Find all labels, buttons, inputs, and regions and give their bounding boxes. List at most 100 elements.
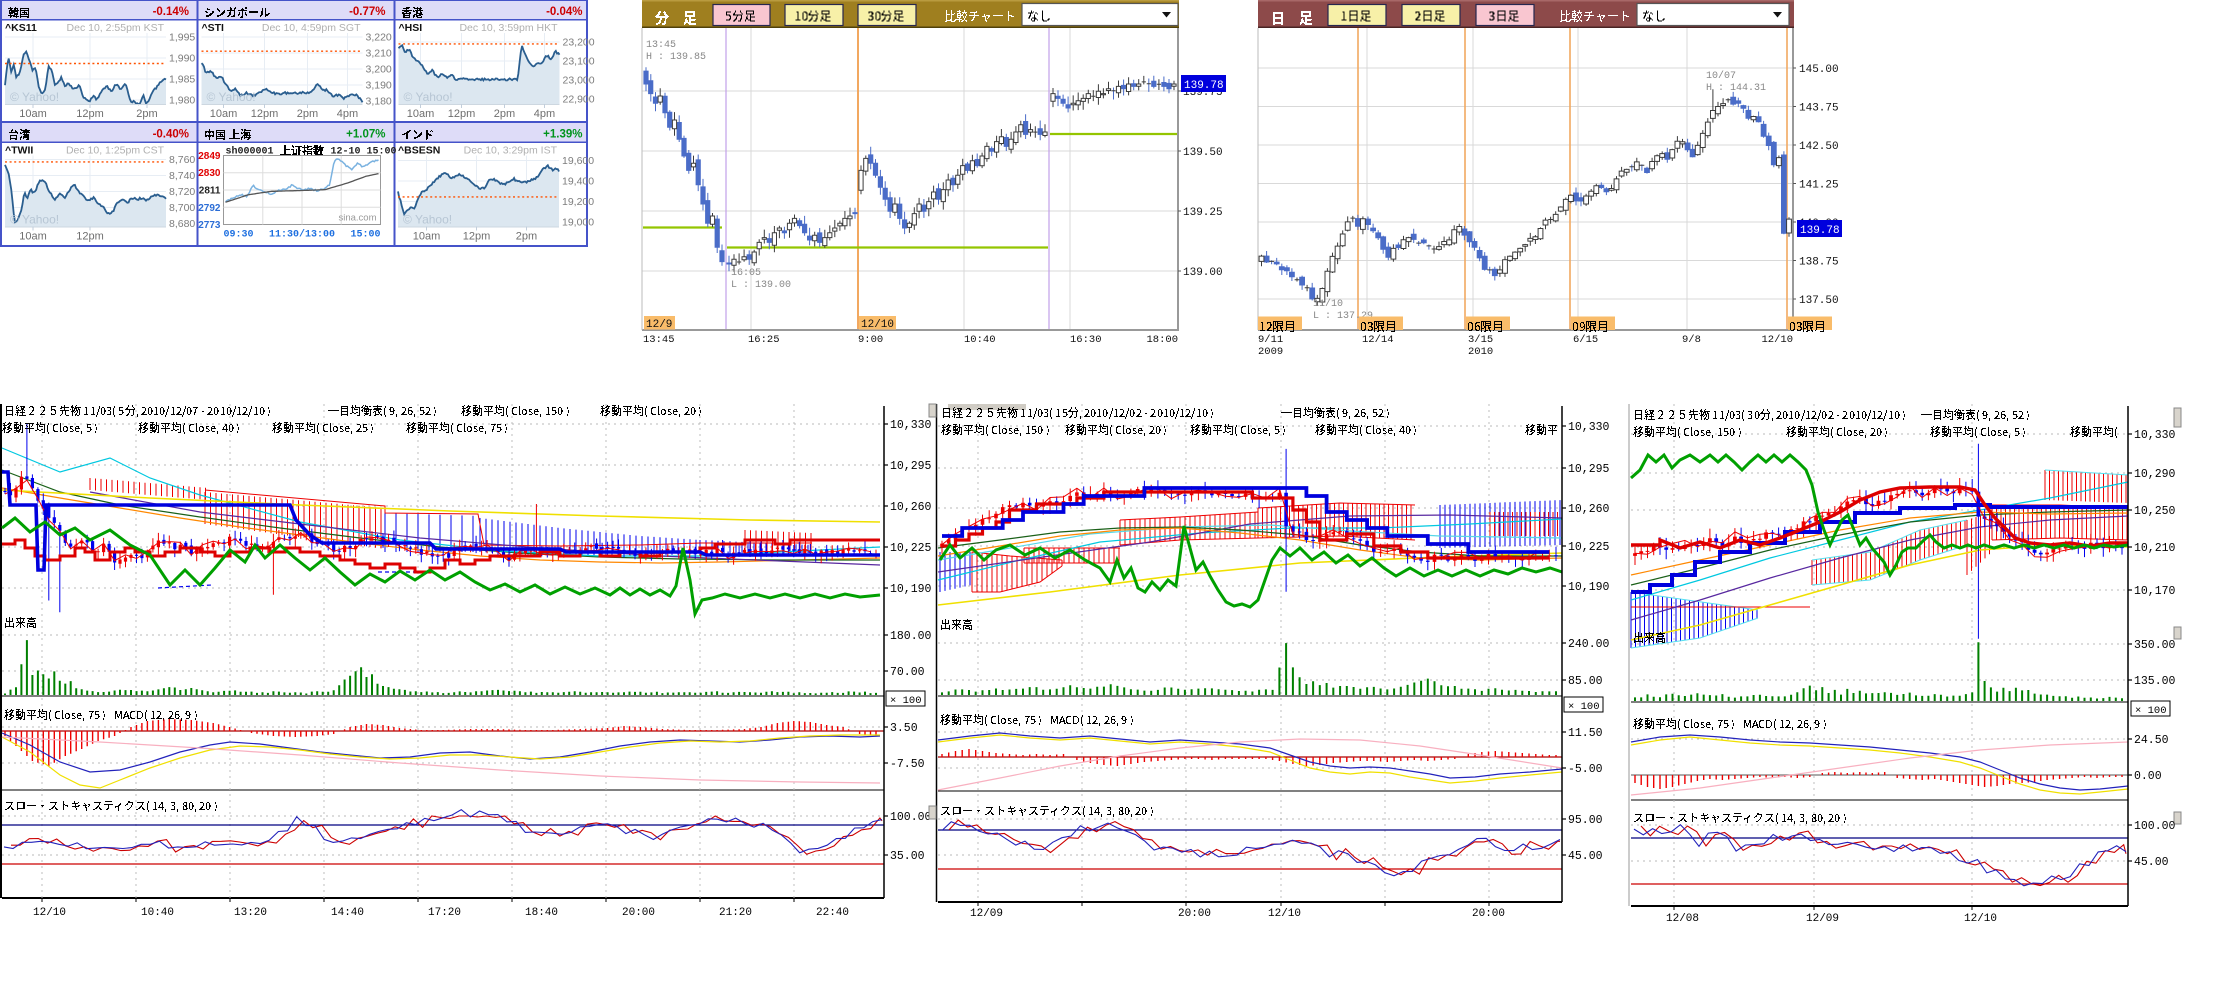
svg-text:^STI: ^STI: [202, 22, 225, 34]
svg-text:12/09: 12/09: [970, 908, 1003, 920]
svg-text:16:25: 16:25: [748, 334, 780, 346]
svg-text:2009: 2009: [1258, 346, 1283, 358]
svg-text:135.00: 135.00: [2134, 675, 2176, 688]
svg-text:2773: 2773: [198, 220, 221, 231]
svg-text:4pm: 4pm: [337, 108, 358, 120]
svg-text:18:40: 18:40: [525, 907, 558, 919]
svg-text:2830: 2830: [198, 168, 221, 179]
svg-text:8,740: 8,740: [169, 170, 195, 182]
svg-text:© Yahoo!: © Yahoo!: [10, 90, 59, 104]
svg-text:9/8: 9/8: [1682, 334, 1701, 346]
svg-text:2pm: 2pm: [297, 108, 318, 120]
svg-text:3.50: 3.50: [890, 722, 918, 735]
svg-text:^KS11: ^KS11: [5, 22, 37, 34]
svg-text:Dec 10, 1:25pm CST: Dec 10, 1:25pm CST: [66, 145, 165, 157]
svg-text:10am: 10am: [19, 231, 47, 243]
svg-text:35.00: 35.00: [890, 850, 925, 863]
svg-text:10,190: 10,190: [1568, 581, 1610, 594]
svg-text:2811: 2811: [199, 186, 221, 197]
svg-text:13:20: 13:20: [234, 907, 267, 919]
svg-text:145.00: 145.00: [1799, 64, 1839, 76]
svg-text:100.00: 100.00: [890, 811, 932, 824]
svg-text:12/14: 12/14: [1362, 334, 1394, 346]
svg-text:13:45: 13:45: [646, 40, 676, 51]
svg-text:12/10: 12/10: [861, 319, 894, 331]
svg-text:10:40: 10:40: [141, 907, 174, 919]
svg-text:3,210: 3,210: [366, 48, 392, 60]
svg-text:Dec 10, 4:59pm SGT: Dec 10, 4:59pm SGT: [262, 22, 361, 34]
svg-text:15:00: 15:00: [350, 230, 380, 241]
svg-text:19,400: 19,400: [562, 176, 594, 188]
svg-text:23,000: 23,000: [563, 75, 595, 87]
svg-text:© Yahoo!: © Yahoo!: [207, 90, 256, 104]
svg-text:12/08: 12/08: [1666, 913, 1699, 925]
svg-text:^TWII: ^TWII: [5, 145, 33, 157]
svg-text:^HSI: ^HSI: [399, 22, 423, 34]
svg-text:10,330: 10,330: [1568, 421, 1610, 434]
svg-text:× 100: × 100: [1568, 701, 1600, 713]
svg-text:09:30: 09:30: [224, 230, 254, 241]
svg-text:-0.04%: -0.04%: [546, 6, 582, 18]
svg-text:8,680: 8,680: [169, 218, 195, 230]
svg-text:10,225: 10,225: [890, 542, 932, 555]
svg-text:0.00: 0.00: [2134, 770, 2162, 783]
svg-text:2792: 2792: [198, 203, 221, 214]
svg-text:10,210: 10,210: [2134, 542, 2176, 555]
svg-text:12pm: 12pm: [463, 231, 491, 243]
svg-text:-0.40%: -0.40%: [153, 129, 189, 141]
svg-text:240.00: 240.00: [1568, 638, 1610, 651]
svg-text:11:30/13:00: 11:30/13:00: [269, 229, 335, 241]
svg-text:45.00: 45.00: [2134, 856, 2169, 869]
svg-text:H : 144.31: H : 144.31: [1706, 83, 1766, 94]
svg-text:10am: 10am: [19, 108, 47, 120]
svg-text:9/11: 9/11: [1258, 334, 1283, 346]
svg-text:12pm: 12pm: [76, 231, 104, 243]
svg-text:139.78: 139.78: [1800, 225, 1840, 237]
svg-text:10,295: 10,295: [890, 460, 932, 473]
svg-text:142.50: 142.50: [1799, 141, 1839, 153]
svg-text:10am: 10am: [413, 231, 441, 243]
svg-text:16:05: 16:05: [731, 268, 761, 279]
svg-text:9:00: 9:00: [858, 334, 883, 346]
svg-text:2849: 2849: [198, 151, 221, 162]
svg-text:139.78: 139.78: [1184, 80, 1224, 92]
svg-text:10,295: 10,295: [1568, 463, 1610, 476]
svg-text:H : 139.85: H : 139.85: [646, 52, 706, 63]
svg-text:85.00: 85.00: [1568, 675, 1603, 688]
svg-text:3/15: 3/15: [1468, 334, 1493, 346]
svg-text:100.00: 100.00: [2134, 820, 2176, 833]
svg-text:1,990: 1,990: [169, 53, 195, 65]
svg-text:8,720: 8,720: [169, 186, 195, 198]
svg-text:10:40: 10:40: [964, 334, 996, 346]
svg-text:22,900: 22,900: [563, 94, 595, 106]
svg-text:139.50: 139.50: [1183, 147, 1223, 159]
svg-text:11/10: 11/10: [1313, 298, 1343, 310]
svg-text:12-10 15:00: 12-10 15:00: [331, 147, 397, 158]
svg-text:1,980: 1,980: [169, 95, 195, 107]
svg-text:-0.77%: -0.77%: [349, 6, 385, 18]
svg-text:Dec 10, 2:55pm KST: Dec 10, 2:55pm KST: [67, 22, 165, 34]
svg-text:12/10: 12/10: [1268, 908, 1301, 920]
svg-text:12pm: 12pm: [448, 108, 476, 120]
svg-text:12/10: 12/10: [33, 907, 66, 919]
svg-text:10,190: 10,190: [890, 583, 932, 596]
svg-text:L : 139.00: L : 139.00: [731, 280, 791, 291]
svg-text:10,330: 10,330: [2134, 429, 2176, 442]
svg-text:13:45: 13:45: [643, 334, 675, 346]
svg-text:© Yahoo!: © Yahoo!: [404, 90, 453, 104]
svg-text:3,200: 3,200: [366, 64, 392, 76]
svg-text:23,100: 23,100: [563, 56, 595, 68]
svg-text:10am: 10am: [210, 108, 238, 120]
svg-text:70.00: 70.00: [890, 666, 925, 679]
svg-text:6/15: 6/15: [1573, 334, 1598, 346]
svg-text:sina.com: sina.com: [338, 213, 376, 224]
svg-text:10,260: 10,260: [1568, 503, 1610, 516]
svg-text:3,180: 3,180: [366, 96, 392, 108]
svg-text:18:00: 18:00: [1146, 334, 1178, 346]
svg-text:4pm: 4pm: [534, 108, 555, 120]
svg-text:45.00: 45.00: [1568, 850, 1603, 863]
svg-text:14:40: 14:40: [331, 907, 364, 919]
svg-text:139.00: 139.00: [1183, 267, 1223, 279]
svg-text:+1.39%: +1.39%: [543, 129, 582, 141]
svg-text:× 100: × 100: [890, 695, 922, 707]
